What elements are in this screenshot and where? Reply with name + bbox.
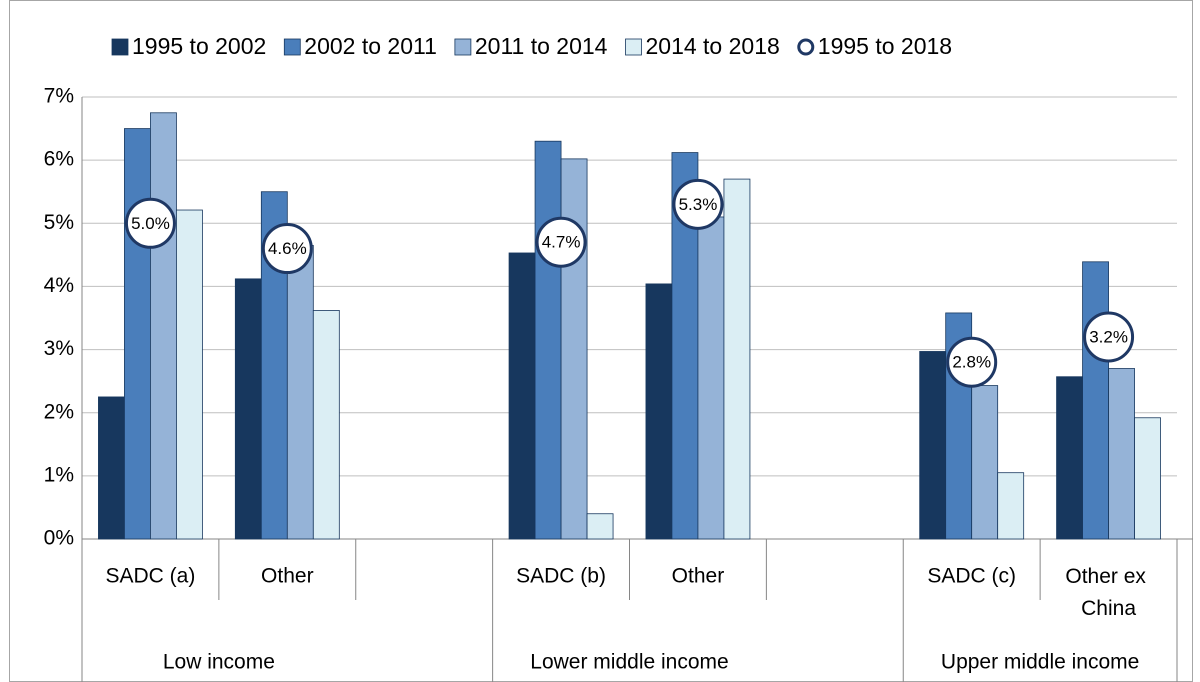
bar: [697, 216, 725, 540]
legend-label: 1995 to 2018: [818, 33, 952, 59]
legend-label: 1995 to 2002: [132, 33, 266, 59]
x-tick-label: Other: [261, 565, 314, 588]
x-tick-label: SADC (b): [516, 565, 606, 588]
legend-swatch: [111, 38, 129, 56]
marker: [946, 336, 998, 388]
bar: [1082, 261, 1109, 540]
marker: [1083, 311, 1135, 363]
bar: [508, 252, 536, 540]
x-tick-label: SADC (c): [927, 565, 1016, 588]
group-label: Low income: [163, 651, 275, 674]
y-tick-label: 3%: [44, 337, 74, 360]
bar: [723, 178, 751, 540]
group-label: Upper middle income: [941, 651, 1139, 674]
legend-swatch: [283, 38, 301, 56]
bar: [312, 310, 340, 540]
legend-label: 2014 to 2018: [645, 33, 779, 59]
legend-label: 2002 to 2011: [304, 33, 437, 59]
legend-swatch: [454, 38, 472, 56]
data-label: 5.3%: [679, 195, 718, 214]
y-tick-label: 2%: [44, 400, 74, 423]
bar: [234, 278, 262, 540]
bar: [124, 128, 151, 540]
y-tick-label: 6%: [44, 148, 74, 171]
legend-label: 2011 to 2014: [475, 33, 608, 59]
data-label: 3.2%: [1089, 327, 1128, 346]
x-tick-label: Other ex China: [1065, 565, 1151, 620]
data-label: 2.8%: [952, 353, 991, 372]
bar: [534, 140, 562, 540]
bar: [176, 209, 203, 540]
bar: [971, 385, 999, 540]
bar: [997, 472, 1025, 540]
y-tick-label: 1%: [44, 463, 74, 486]
y-tick-label: 7%: [44, 85, 74, 108]
x-tick-label: SADC (a): [106, 565, 196, 588]
data-label: 5.0%: [131, 214, 170, 233]
legend-swatch: [625, 38, 642, 56]
y-tick-label: 4%: [44, 274, 74, 297]
marker: [535, 216, 587, 268]
x-tick-label: Other: [672, 565, 725, 588]
bar: [98, 396, 125, 540]
bar: [1134, 417, 1161, 540]
data-label: 4.6%: [268, 239, 307, 258]
bar: [645, 283, 673, 540]
marker: [672, 178, 724, 230]
bar: [286, 244, 314, 540]
data-label: 4.7%: [542, 233, 581, 252]
marker: [124, 197, 176, 249]
marker: [261, 223, 313, 275]
bar: [1056, 376, 1083, 540]
group-label: Lower middle income: [530, 651, 728, 674]
y-tick-label: 5%: [44, 211, 74, 234]
bar: [560, 158, 588, 540]
bar: [919, 351, 947, 540]
bar: [586, 513, 614, 540]
bar: [150, 112, 177, 540]
legend-marker: [797, 38, 815, 56]
y-tick-label: 0%: [44, 527, 74, 550]
bar: [1108, 368, 1135, 540]
